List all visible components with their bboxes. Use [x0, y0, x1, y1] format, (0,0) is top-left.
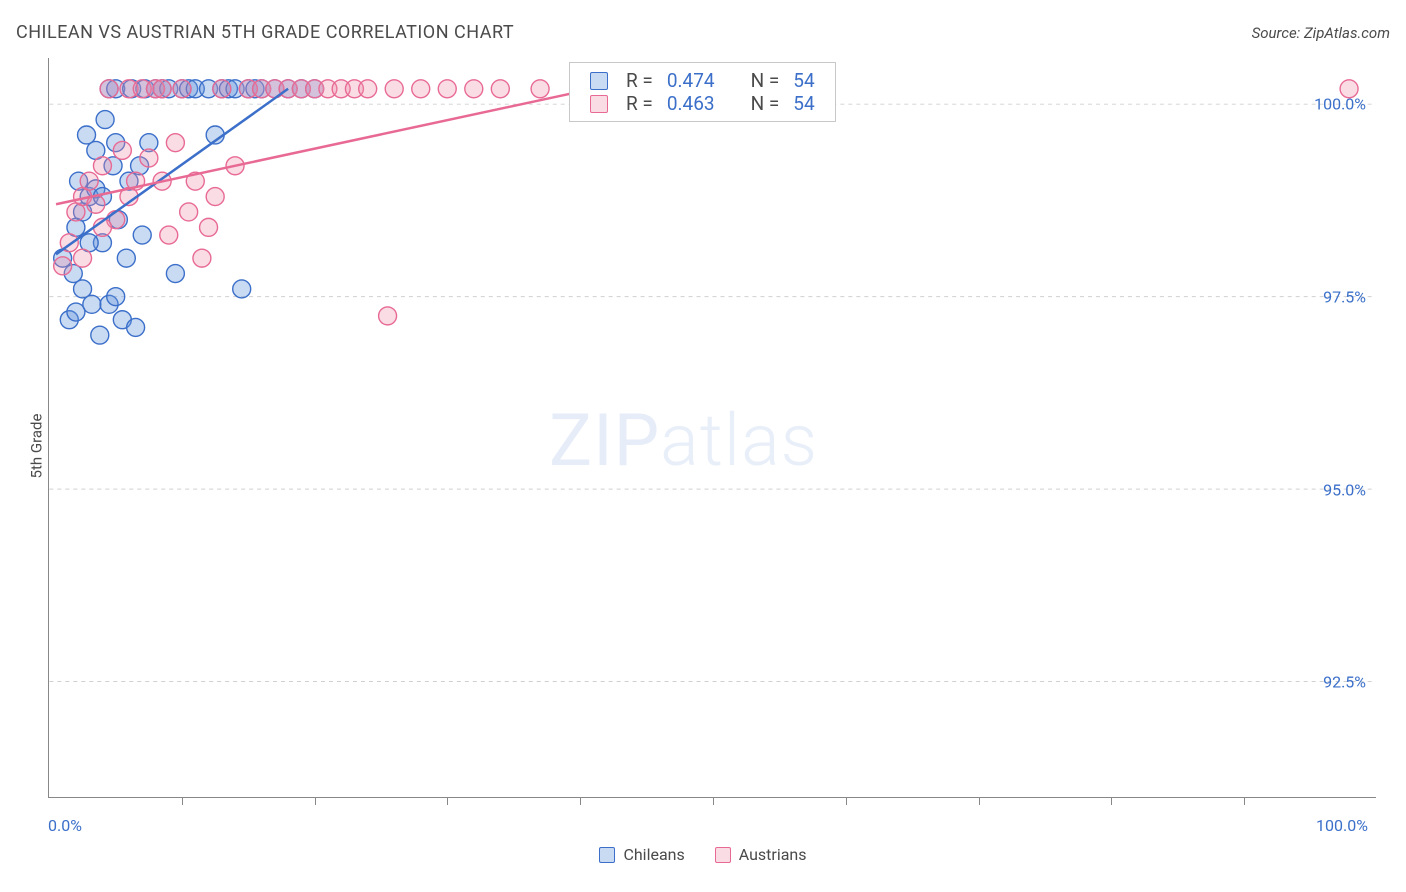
stats-row-2: R = 0.463 N = 54	[590, 92, 815, 115]
bottom-legend: Chileans Austrians	[0, 845, 1406, 864]
stats-swatch-1	[590, 72, 608, 90]
source-label: Source: ZipAtlas.com	[1252, 24, 1390, 42]
r-value-2: 0.463	[667, 92, 715, 115]
x-tick	[315, 797, 316, 805]
x-tick	[1244, 797, 1245, 805]
stats-row-1: R = 0.474 N = 54	[590, 69, 815, 92]
legend-swatch-2	[715, 847, 731, 863]
legend-item-1: Chileans	[599, 845, 684, 864]
r-label-2: R =	[626, 92, 653, 115]
y-tick-label: 97.5%	[1323, 287, 1366, 306]
r-value-1: 0.474	[667, 69, 715, 92]
x-tick	[846, 797, 847, 805]
n-value-2: 54	[793, 92, 814, 115]
legend-label-2: Austrians	[739, 845, 807, 864]
chart-svg	[49, 58, 1376, 797]
n-label-1: N =	[751, 69, 780, 92]
x-tick-label: 0.0%	[48, 816, 82, 835]
x-tick	[447, 797, 448, 805]
x-tick-label: 100.0%	[1316, 816, 1368, 835]
legend-item-2: Austrians	[715, 845, 807, 864]
x-tick	[713, 797, 714, 805]
y-tick-label: 100.0%	[1314, 95, 1366, 114]
legend-label-1: Chileans	[623, 845, 684, 864]
stats-swatch-2	[590, 95, 608, 113]
y-tick-label: 95.0%	[1323, 480, 1366, 499]
r-label-1: R =	[626, 69, 653, 92]
chart-title: CHILEAN VS AUSTRIAN 5TH GRADE CORRELATIO…	[16, 22, 514, 43]
y-tick-label: 92.5%	[1323, 673, 1366, 692]
y-axis-label: 5th Grade	[27, 414, 45, 479]
x-tick	[580, 797, 581, 805]
stats-box: R = 0.474 N = 54 R = 0.463 N = 54	[569, 62, 836, 122]
n-label-2: N =	[751, 92, 780, 115]
x-tick	[979, 797, 980, 805]
n-value-1: 54	[793, 69, 814, 92]
x-tick	[1111, 797, 1112, 805]
legend-swatch-1	[599, 847, 615, 863]
plot-area: ZIPatlas R = 0.474 N = 54 R = 0.463 N = …	[48, 58, 1376, 798]
x-tick	[182, 797, 183, 805]
